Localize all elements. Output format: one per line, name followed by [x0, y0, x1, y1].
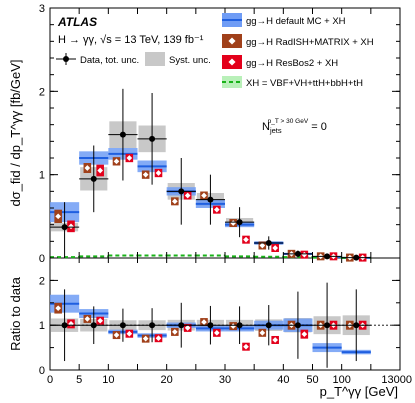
jet-condition-sub: jets — [269, 126, 282, 135]
main-resbos-marker-6 — [243, 236, 249, 243]
ratio-data-point-7 — [265, 322, 272, 329]
main-y-tick-label-2: 2 — [39, 86, 45, 98]
main-resbos-marker-5 — [214, 206, 220, 213]
legend-swatch-syst — [145, 52, 165, 66]
main-y-tick-label-1: 1 — [39, 170, 45, 182]
ratio-y-axis-title: Ratio to data — [8, 276, 23, 350]
legend-marker-resbos — [228, 58, 236, 66]
main-resbos-marker-8 — [301, 251, 308, 258]
main-resbos-marker-7 — [272, 245, 278, 251]
ratio-resbos-marker-4 — [184, 325, 191, 331]
main-radish-marker-4 — [172, 198, 178, 205]
ratio-radish-marker-7 — [259, 329, 266, 336]
legend-label-xh: XH = VBF+VH+ttH+bbH+tH — [246, 78, 363, 89]
main-radish-marker-1 — [84, 165, 91, 171]
ratio-radish-marker-4 — [172, 329, 178, 335]
ratio-resbos-marker-8 — [301, 331, 308, 337]
main-panel-marks — [50, 88, 371, 262]
main-data-point-2 — [119, 131, 126, 138]
main-radish-marker-6 — [230, 220, 236, 226]
ratio-data-point-1 — [90, 322, 97, 329]
legend-label-syst: Syst. unc. — [169, 55, 211, 66]
main-y-axis-title: dσ_fid / dp_T^γγ [fb/GeV] — [8, 59, 23, 206]
main-data-point-6 — [236, 219, 243, 226]
ratio-radish-marker-2 — [113, 332, 120, 338]
ratio-y-tick-label-2: 2 — [39, 275, 45, 287]
ratio-resbos-marker-3 — [155, 335, 162, 342]
main-resbos-marker-4 — [184, 192, 191, 199]
main-data-point-4 — [178, 188, 185, 195]
ratio-y-tick-label-0: 0 — [39, 365, 45, 377]
main-resbos-marker-1 — [97, 167, 103, 174]
jet-condition: Njetsp_T > 30 GeV = 0 — [262, 118, 327, 135]
main-radish-marker-5 — [201, 192, 207, 199]
x-tick-label-5: 40 — [277, 374, 289, 386]
x-tick-label-7: 100 — [332, 374, 350, 386]
main-data-point-9 — [324, 253, 331, 260]
x-tick-label-3: 20 — [161, 374, 173, 386]
jet-condition-sup: p_T > 30 GeV — [268, 118, 309, 125]
x-tick-label-6: 50 — [306, 374, 318, 386]
main-radish-marker-2 — [113, 158, 120, 165]
x-tick-label-8: 13000 — [381, 374, 412, 386]
jet-condition-main: N — [262, 121, 270, 133]
main-radish-marker-3 — [142, 171, 149, 178]
ratio-resbos-marker-6 — [243, 343, 249, 350]
main-resbos-marker-0 — [68, 223, 74, 230]
legend-marker-radish — [228, 37, 236, 45]
x-tick-label-4: 30 — [219, 374, 231, 386]
main-data-point-10 — [353, 254, 360, 261]
ratio-data-point-0 — [61, 322, 68, 329]
jet-condition-tail: = 0 — [308, 121, 327, 133]
legend-label-resbos: gg→H ResBos2 + XH — [246, 58, 338, 69]
ratio-data-point-8 — [294, 322, 301, 329]
main-data-point-5 — [207, 196, 214, 203]
ratio-data-point-10 — [353, 322, 360, 329]
main-resbos-marker-3 — [155, 170, 162, 176]
main-radish-marker-7 — [259, 242, 266, 249]
legend-label-data: Data, tot. unc. — [80, 55, 139, 66]
legend-label-radish: gg→H RadISH+MATRIX + XH — [246, 37, 374, 48]
x-axis-title: p_T^γγ [GeV] — [320, 384, 398, 399]
ratio-radish-marker-5 — [201, 319, 207, 325]
x-tick-label-0: 0 — [47, 374, 53, 386]
ratio-data-point-3 — [149, 322, 156, 329]
main-data-point-8 — [294, 250, 301, 257]
main-y-tick-label-0: 0 — [39, 253, 45, 265]
ratio-resbos-marker-5 — [214, 329, 220, 336]
main-data-point-7 — [265, 240, 272, 246]
legend: gg→H default MC + XH gg→H RadISH+MATRIX … — [56, 13, 374, 89]
main-data-point-0 — [61, 224, 68, 231]
main-data-point-3 — [149, 135, 156, 142]
ratio-radish-marker-6 — [230, 323, 236, 329]
x-tick-label-2: 10 — [102, 374, 114, 386]
subtitle: H → γγ, √s = 13 TeV, 139 fb⁻¹ — [58, 34, 204, 46]
ratio-panel-marks — [50, 282, 400, 368]
ratio-data-point-4 — [178, 322, 185, 329]
experiment-label: ATLAS — [57, 15, 97, 29]
legend-marker-data — [63, 56, 69, 62]
ratio-resbos-marker-7 — [272, 337, 278, 343]
main-y-tick-label-3: 3 — [39, 3, 45, 15]
ratio-radish-marker-3 — [142, 335, 149, 342]
main-data-point-1 — [90, 175, 97, 182]
ratio-y-tick-label-1: 1 — [39, 320, 45, 332]
legend-label-default-mc: gg→H default MC + XH — [246, 16, 346, 27]
x-tick-label-1: 5 — [76, 374, 82, 386]
ratio-resbos-marker-1 — [97, 317, 103, 324]
ratio-radish-marker-1 — [84, 316, 91, 322]
